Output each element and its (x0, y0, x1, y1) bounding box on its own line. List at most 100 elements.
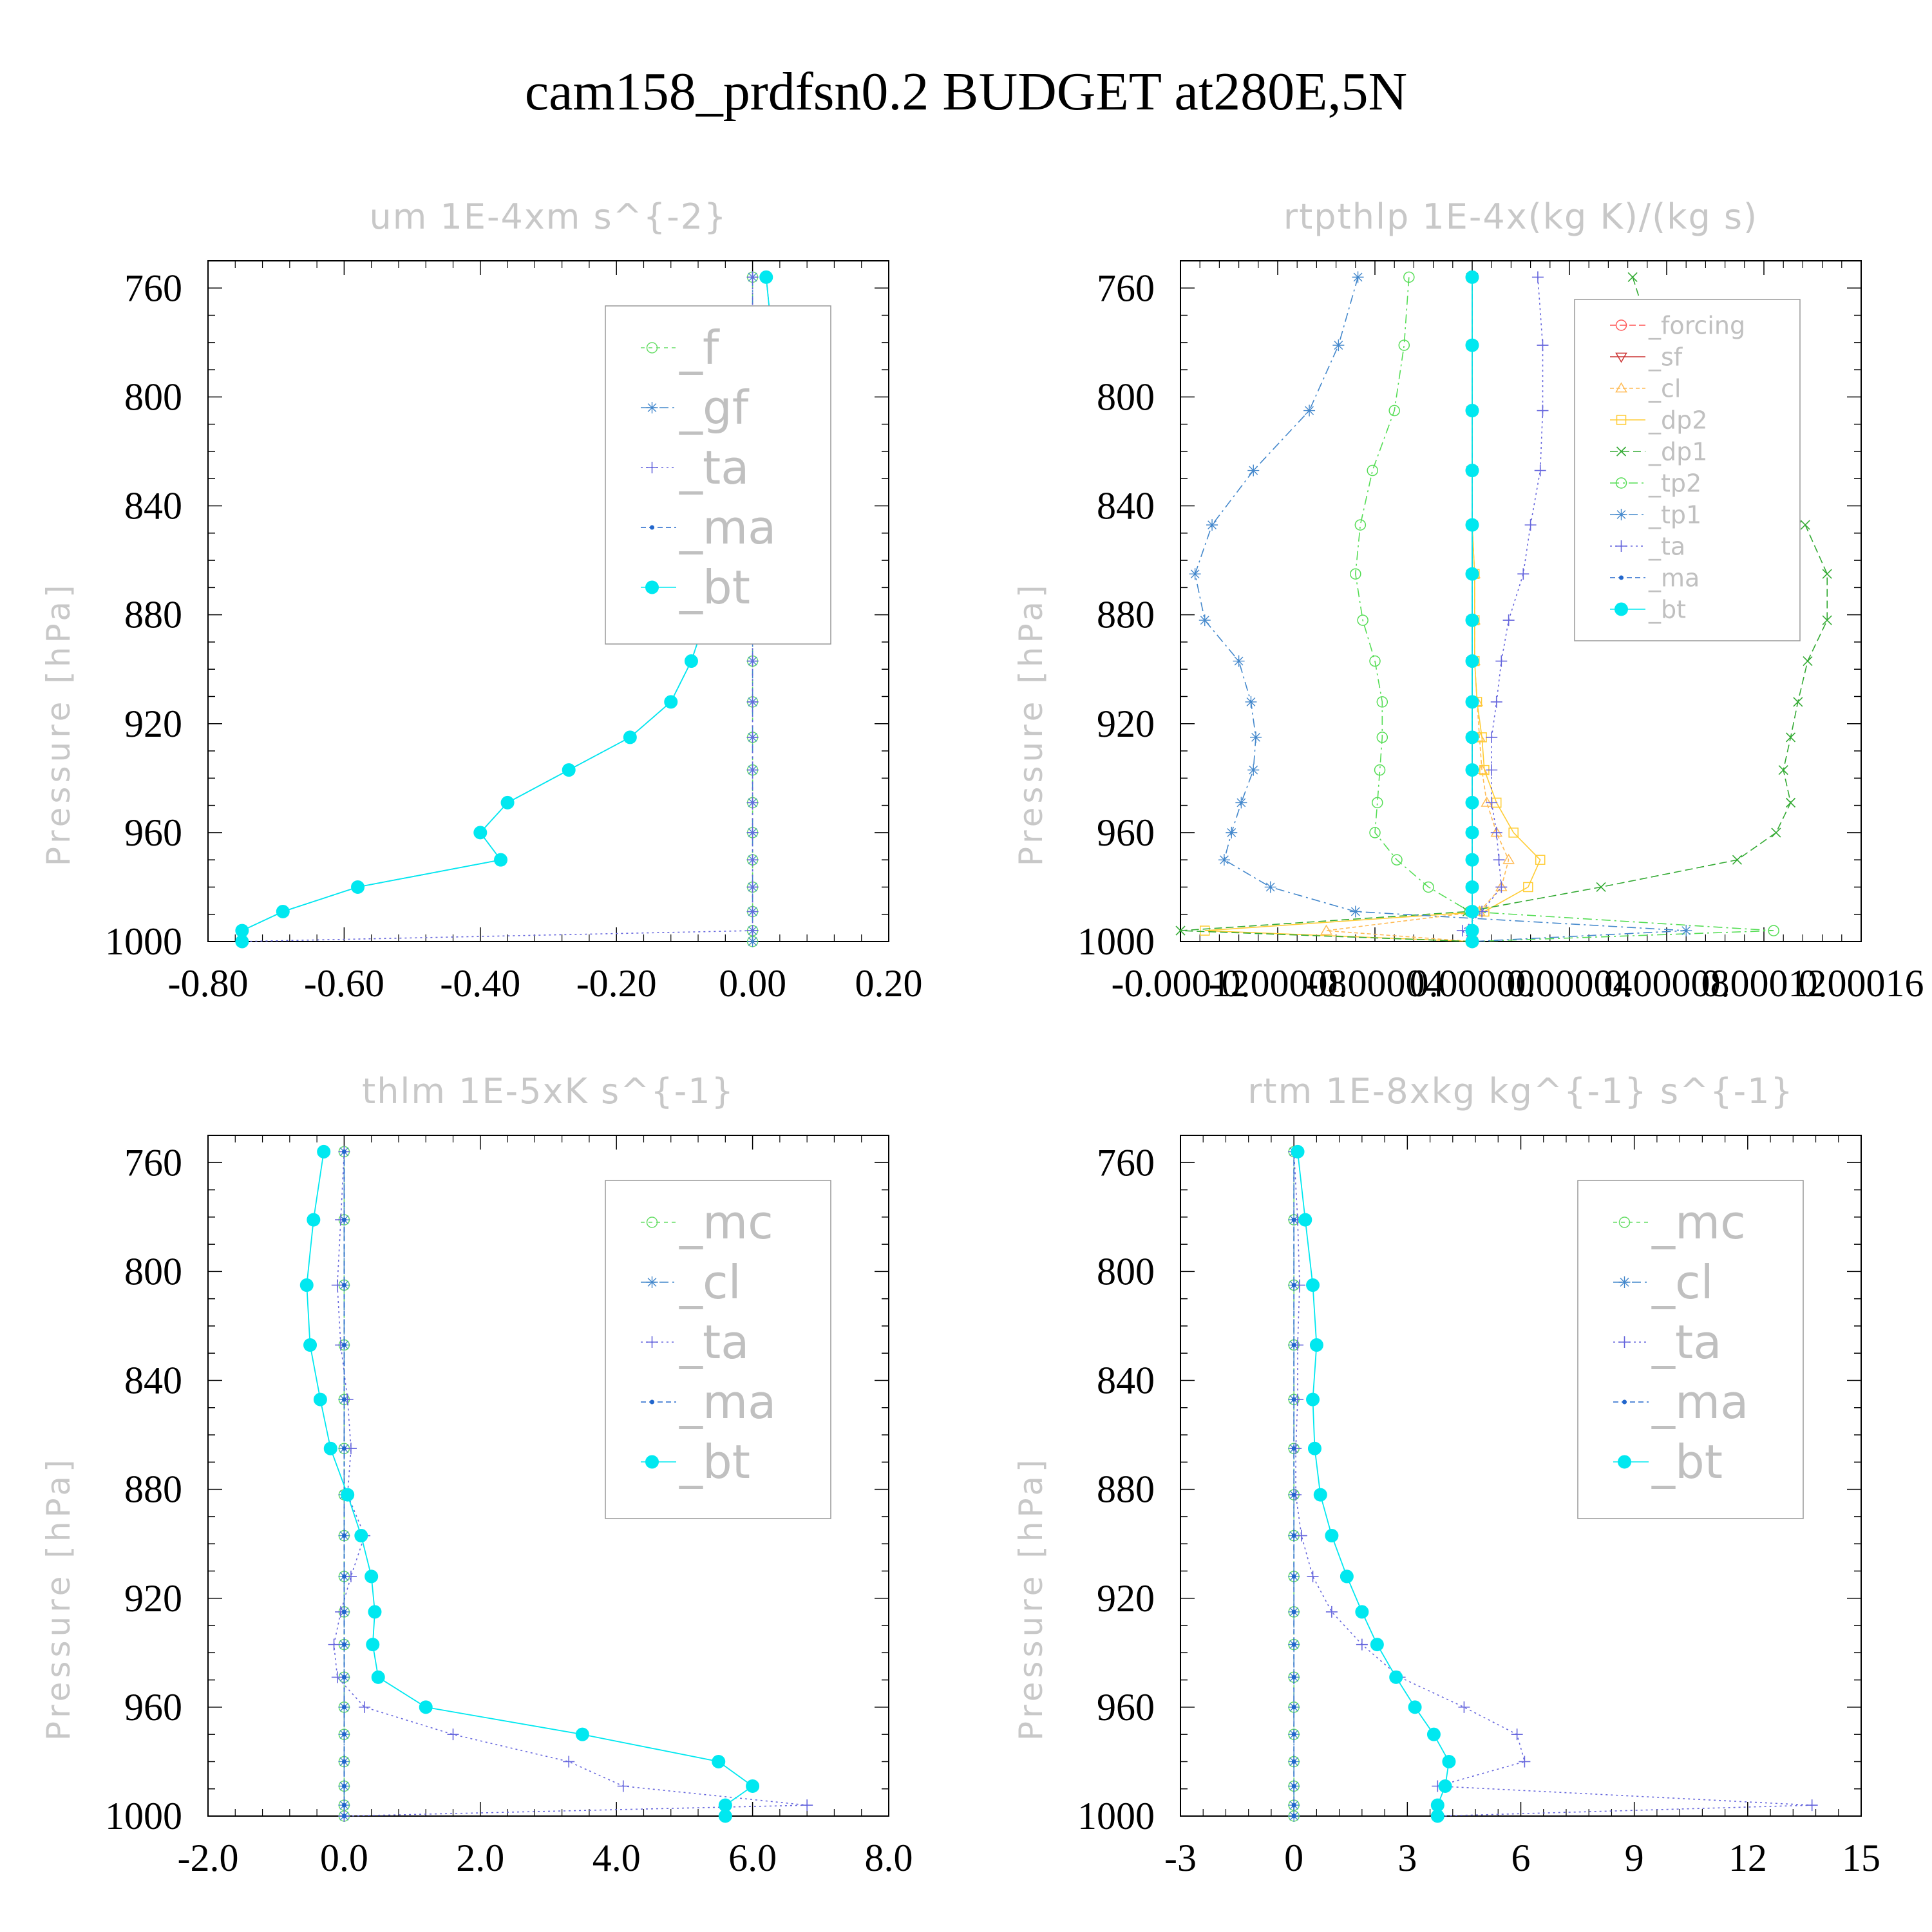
data-point (746, 925, 759, 937)
y-tick-label: 880 (124, 594, 182, 636)
legend-label: _mc (679, 1195, 773, 1249)
series-line (1354, 277, 1774, 942)
data-point (1291, 1283, 1296, 1288)
data-point (1307, 1441, 1321, 1455)
data-point (1291, 1732, 1296, 1737)
data-point (1680, 925, 1692, 937)
data-point (1495, 655, 1508, 667)
legend-label: _bt (679, 1435, 750, 1489)
data-point (1389, 1670, 1403, 1684)
y-tick-label: 960 (124, 1686, 182, 1728)
data-point (341, 1783, 346, 1788)
y-tick-label: 920 (1097, 703, 1155, 745)
data-point (1465, 270, 1479, 284)
legend-label: _cl (679, 1255, 741, 1309)
legend-marker (1618, 1455, 1631, 1469)
y-tick-label: 840 (124, 485, 182, 527)
data-point (1298, 1213, 1312, 1227)
data-point (341, 1149, 346, 1154)
data-point (1778, 765, 1788, 775)
legend-marker (1615, 509, 1627, 520)
data-point (746, 655, 759, 667)
legend-marker (1616, 446, 1627, 457)
legend-marker (645, 1455, 659, 1469)
data-point (341, 1803, 346, 1808)
legend-marker (650, 525, 654, 530)
data-point (1442, 1754, 1456, 1768)
chart-panel-4: rtm 1E-8xkg kg^{-1} s^{-1} Pressure [hPa]… (1012, 1071, 1880, 1879)
legend-label: _bt (1648, 595, 1686, 623)
data-point (1325, 1529, 1339, 1543)
data-point (718, 1809, 732, 1823)
legend-label: _sf (1648, 343, 1683, 371)
data-point (746, 881, 759, 893)
data-point (1481, 796, 1493, 807)
y-tick-label: 920 (1097, 1577, 1155, 1620)
data-point (419, 1700, 433, 1714)
data-point (1768, 925, 1779, 936)
legend-label: _ma (679, 500, 776, 554)
legend: _mc _cl _ta _ma _bt (605, 1180, 831, 1519)
data-point (1372, 797, 1383, 809)
data-point (746, 1779, 760, 1793)
data-point (1306, 1392, 1320, 1406)
series-line (1204, 277, 1541, 942)
legend: _f _gf_ta_ma _bt (605, 305, 831, 645)
x-tick-label: 2.0 (456, 1837, 504, 1879)
plot-frame (207, 1135, 889, 1817)
data-point (1200, 925, 1210, 936)
data-point (1423, 881, 1434, 893)
data-point (345, 1443, 357, 1455)
data-point (1465, 904, 1479, 918)
x-tick-label: 0.00 (719, 962, 786, 1005)
data-point (1226, 826, 1238, 838)
data-point (341, 1343, 346, 1348)
x-tick-label: 0.0 (320, 1837, 368, 1879)
x-tick-label: -2.0 (178, 1837, 239, 1879)
data-point (1398, 339, 1410, 351)
data-point (1822, 615, 1832, 625)
data-point (1340, 1569, 1354, 1584)
x-tick-label: 6.0 (728, 1837, 777, 1879)
legend-marker (646, 1217, 658, 1228)
data-point (1291, 1803, 1296, 1808)
data-point (1465, 695, 1479, 709)
data-point (1490, 696, 1502, 708)
legend-label: _gf (679, 381, 750, 435)
x-tick-label: -0.80 (168, 962, 249, 1005)
data-point (1291, 1705, 1296, 1710)
plot-frame (207, 260, 889, 942)
legend-label: _ma (1651, 1375, 1748, 1429)
y-tick-label: 800 (1097, 375, 1155, 418)
series-line (1194, 277, 1687, 942)
data-point (575, 1727, 589, 1741)
y-tick-label: 960 (1097, 1686, 1155, 1728)
data-point (1291, 1343, 1296, 1348)
legend-marker (1615, 477, 1627, 489)
data-point (1307, 1570, 1319, 1582)
data-point (1291, 1814, 1296, 1819)
series-line (1326, 277, 1510, 942)
data-point (368, 1605, 382, 1619)
data-point (1535, 855, 1546, 865)
panel-title: thlm 1E-5xK s^{-1} (362, 1071, 735, 1112)
data-point (1465, 826, 1479, 840)
data-point (1465, 404, 1479, 418)
data-point (1627, 272, 1638, 282)
data-point (1355, 1605, 1369, 1619)
data-point (1291, 1783, 1296, 1788)
x-tick-label: -3 (1164, 1837, 1197, 1879)
data-point (1822, 569, 1832, 579)
data-point (684, 654, 698, 668)
y-tick-label: 800 (124, 375, 182, 418)
data-point (341, 1217, 346, 1222)
legend-label: _bt (679, 560, 750, 614)
x-tick-label: 8.0 (865, 1837, 913, 1879)
data-point (801, 1799, 813, 1812)
data-point (317, 1144, 331, 1159)
legend-label: _ta (1651, 1315, 1721, 1369)
data-point (1313, 1488, 1327, 1502)
data-point (1291, 1533, 1296, 1539)
y-tick-label: 1000 (105, 1795, 182, 1837)
data-point (1511, 1728, 1523, 1741)
